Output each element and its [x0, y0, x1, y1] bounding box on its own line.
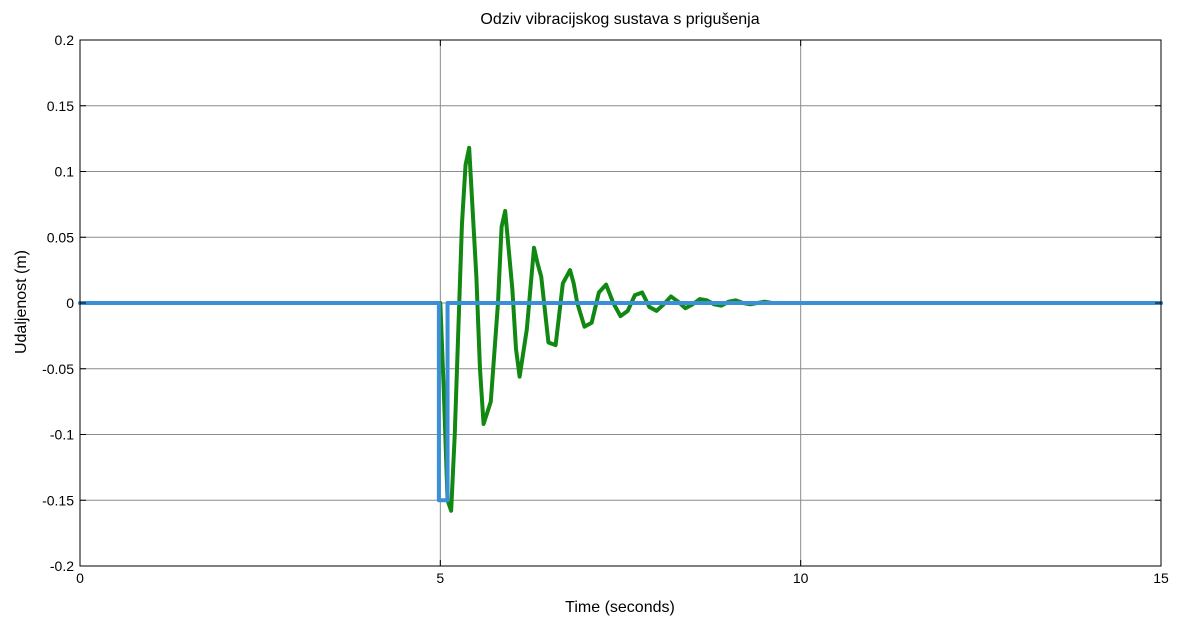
y-tick-label: 0.2: [55, 32, 75, 48]
y-tick-label: -0.15: [42, 492, 74, 508]
series-lines: [78, 145, 1163, 513]
x-tick-label: 10: [793, 570, 809, 586]
y-tick-label: 0.05: [47, 229, 74, 245]
chart-title: Odziv vibracijskog sustava s prigušenja: [480, 11, 759, 28]
x-tick-label: 15: [1153, 570, 1169, 586]
y-tick-label: -0.2: [50, 558, 74, 574]
y-tick-label: 0.15: [47, 98, 74, 114]
y-tick-label: -0.05: [42, 361, 74, 377]
y-axis-label: Udaljenost (m): [13, 250, 30, 354]
y-tick-label: 0.1: [55, 164, 75, 180]
y-tick-label: -0.1: [50, 427, 74, 443]
x-axis-label: Time (seconds): [565, 599, 675, 616]
x-tick-label: 5: [436, 570, 444, 586]
y-tick-label: 0: [66, 295, 74, 311]
x-tick-label: 0: [76, 570, 84, 586]
series-line-2: [78, 301, 1163, 503]
axis-ticks: 0 5 10 15 -0.2 -0.15 -0.1 -0.05 0 0.05 0.1 0.15 0.2: [42, 32, 1169, 586]
